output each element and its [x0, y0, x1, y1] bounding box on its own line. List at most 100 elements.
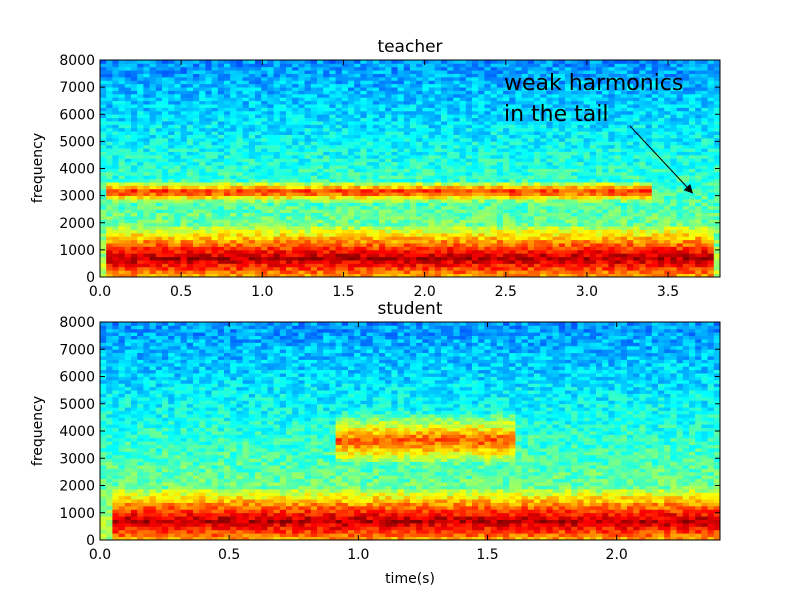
- heatmap-cell: [310, 222, 318, 227]
- heatmap-cell: [447, 195, 454, 200]
- heatmap-cell: [565, 127, 572, 132]
- heatmap-cell: [403, 178, 411, 183]
- heatmap-cell: [447, 131, 454, 135]
- heatmap-cell: [230, 249, 237, 254]
- heatmap-cell: [242, 76, 250, 81]
- heatmap-cell: [149, 243, 157, 247]
- heatmap-cell: [372, 154, 380, 159]
- heatmap-cell: [298, 137, 305, 142]
- heatmap-cell: [168, 80, 175, 85]
- heatmap-cell: [385, 188, 392, 193]
- heatmap-cell: [441, 192, 448, 197]
- heatmap-cell: [434, 151, 442, 156]
- heatmap-cell: [273, 107, 281, 112]
- heatmap-cell: [428, 232, 436, 237]
- heatmap-cell: [174, 60, 181, 64]
- heatmap-cell: [459, 175, 467, 180]
- heatmap-cell: [168, 229, 175, 234]
- heatmap-cell: [503, 185, 510, 190]
- heatmap-cell: [279, 127, 287, 132]
- heatmap-cell: [360, 104, 367, 108]
- heatmap-cell: [416, 273, 423, 278]
- heatmap-cell: [100, 100, 107, 105]
- heatmap-cell: [273, 80, 281, 85]
- heatmap-cell: [267, 212, 274, 217]
- heatmap-cell: [273, 219, 281, 224]
- heatmap-cell: [193, 168, 200, 173]
- heatmap-cell: [137, 178, 144, 183]
- heatmap-cell: [248, 165, 256, 169]
- heatmap-cell: [366, 73, 374, 78]
- heatmap-cell: [304, 76, 312, 81]
- heatmap-cell: [571, 73, 578, 78]
- heatmap-cell: [137, 215, 144, 220]
- heatmap-cell: [515, 87, 522, 91]
- heatmap-cell: [155, 165, 163, 169]
- heatmap-cell: [261, 151, 268, 156]
- heatmap-cell: [242, 117, 250, 122]
- heatmap-cell: [577, 219, 584, 224]
- heatmap-cell: [422, 148, 429, 152]
- heatmap-cell: [385, 107, 392, 112]
- heatmap-cell: [558, 236, 566, 241]
- heatmap-cell: [205, 73, 212, 78]
- heatmap-cell: [372, 236, 380, 241]
- heatmap-cell: [403, 107, 411, 112]
- heatmap-cell: [521, 185, 529, 190]
- heatmap-cell: [503, 87, 510, 91]
- heatmap-cell: [255, 192, 262, 197]
- heatmap-cell: [472, 60, 479, 64]
- heatmap-cell: [496, 202, 504, 207]
- heatmap-cell: [490, 76, 498, 81]
- heatmap-cell: [248, 219, 256, 224]
- heatmap-cell: [360, 80, 367, 85]
- heatmap-cell: [112, 63, 119, 68]
- heatmap-cell: [242, 178, 250, 183]
- heatmap-cell: [310, 73, 318, 78]
- heatmap-cell: [546, 243, 553, 247]
- heatmap-cell: [552, 124, 560, 129]
- heatmap-cell: [335, 175, 343, 180]
- heatmap-cell: [279, 185, 287, 190]
- heatmap-cell: [298, 134, 305, 139]
- heatmap-cell: [329, 199, 336, 203]
- heatmap-cell: [534, 199, 541, 203]
- heatmap-cell: [534, 192, 541, 197]
- heatmap-cell: [317, 63, 324, 68]
- heatmap-cell: [100, 110, 107, 115]
- heatmap-cell: [360, 195, 367, 200]
- heatmap-cell: [230, 131, 237, 135]
- heatmap-cell: [131, 171, 138, 176]
- heatmap-cell: [236, 253, 243, 258]
- heatmap-cell: [162, 76, 169, 81]
- heatmap-cell: [242, 266, 250, 271]
- heatmap-cell: [385, 178, 392, 183]
- heatmap-cell: [577, 114, 584, 119]
- heatmap-cell: [137, 185, 144, 190]
- heatmap-cell: [323, 222, 330, 227]
- heatmap-cell: [230, 121, 237, 125]
- heatmap-cell: [472, 249, 479, 254]
- heatmap-cell: [100, 263, 107, 268]
- heatmap-cell: [137, 222, 144, 227]
- heatmap-cell: [248, 266, 256, 271]
- heatmap-cell: [348, 83, 355, 88]
- heatmap-cell: [385, 260, 392, 264]
- heatmap-cell: [385, 63, 392, 68]
- heatmap-cell: [255, 175, 262, 180]
- heatmap-cell: [186, 209, 194, 213]
- heatmap-cell: [503, 124, 510, 129]
- heatmap-cell: [428, 154, 436, 159]
- heatmap-cell: [416, 182, 423, 186]
- heatmap-cell: [304, 226, 312, 230]
- heatmap-cell: [441, 175, 448, 180]
- heatmap-cell: [236, 219, 243, 224]
- heatmap-cell: [168, 232, 175, 237]
- heatmap-cell: [248, 239, 256, 244]
- heatmap-cell: [379, 222, 386, 227]
- heatmap-cell: [100, 63, 107, 68]
- heatmap-cell: [397, 168, 405, 173]
- heatmap-cell: [298, 273, 305, 278]
- heatmap-cell: [211, 90, 219, 95]
- heatmap-cell: [205, 215, 212, 220]
